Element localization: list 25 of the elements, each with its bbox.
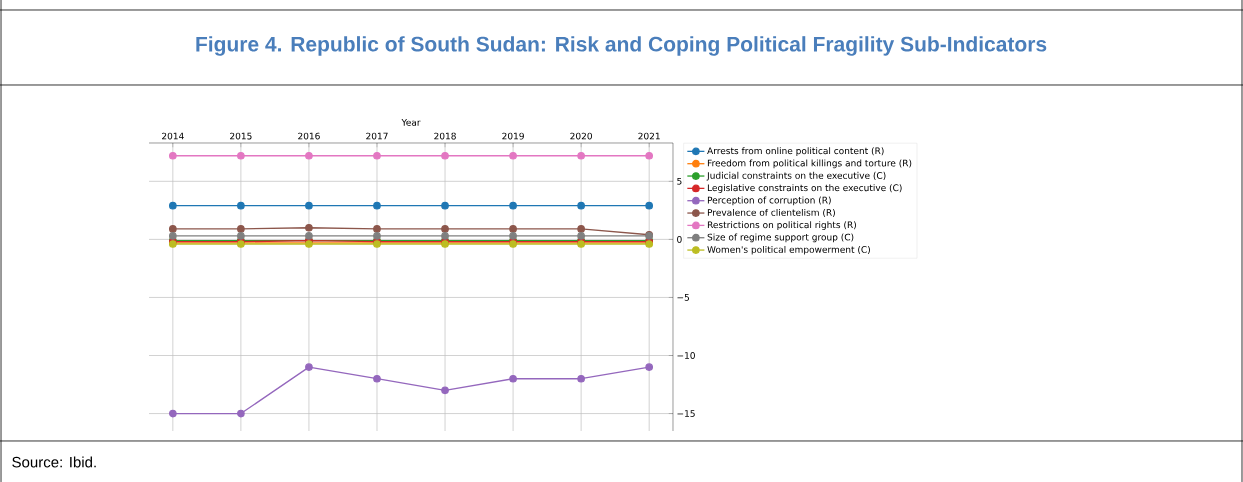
y-tick-label: 0 xyxy=(677,235,682,243)
x-tick-label: 2016 xyxy=(298,132,320,140)
legend-label: Arrests from online political content (R) xyxy=(707,147,884,156)
y-tick-label: −10 xyxy=(677,352,695,359)
x-tick-label: 2015 xyxy=(230,132,252,140)
y-tick-label: −5 xyxy=(677,294,690,301)
y-tick-label: 5 xyxy=(677,177,682,185)
legend-label: Size of regime support group (C) xyxy=(707,233,854,243)
x-tick-label: 2020 xyxy=(570,132,592,140)
x-tick-label: 2014 xyxy=(162,132,184,140)
x-tick-label: 2021 xyxy=(638,132,660,140)
legend-label: Restrictions on political rights (R) xyxy=(707,221,856,230)
legend-label: Judicial constraints on the executive (C) xyxy=(706,171,886,181)
source-note: Source: Ibid. xyxy=(12,456,96,468)
x-axis-title: Year xyxy=(401,119,421,126)
x-tick-label: 2019 xyxy=(502,132,524,140)
legend-label: Legislative constraints on the executive (C) xyxy=(707,184,902,193)
chart-title: Figure 4. Republic of South Sudan: Risk and Coping Political Fragility Sub-Indicators xyxy=(196,36,1047,56)
y-tick-label: −15 xyxy=(677,410,695,417)
legend-label: Prevalence of clientelism (R) xyxy=(707,208,835,217)
legend-label: Women's political empowerment (C) xyxy=(707,245,870,255)
x-tick-label: 2017 xyxy=(366,132,388,140)
legend-label: Perception of corruption (R) xyxy=(707,196,831,206)
x-tick-label: 2018 xyxy=(434,132,456,140)
legend-label: Freedom from political killings and torture (R) xyxy=(707,159,912,169)
